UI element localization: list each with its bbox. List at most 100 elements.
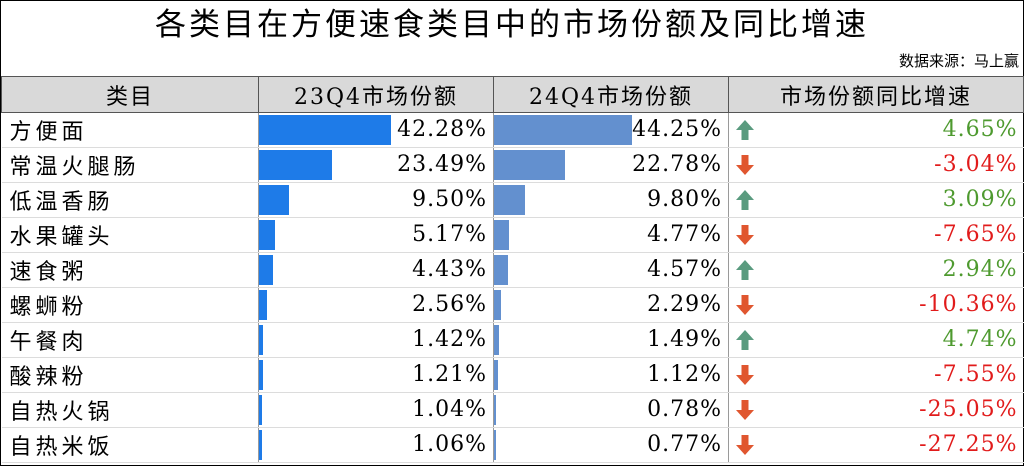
table-row: 方便面 42.28% 44.25% 4.65% <box>1 112 1024 148</box>
23q4-share-value: 5.17% <box>412 222 487 247</box>
23q4-share-bar <box>259 255 273 285</box>
yoy-growth-cell: -10.36% <box>728 287 1024 323</box>
23q4-share-value: 23.49% <box>397 152 487 177</box>
23q4-share-cell: 23.49% <box>258 147 494 183</box>
yoy-growth-value: -7.65% <box>934 222 1018 247</box>
23q4-share-bar <box>259 360 263 390</box>
yoy-growth-value: -25.05% <box>919 397 1018 422</box>
24q4-share-cell: 1.12% <box>493 357 729 393</box>
23q4-share-value: 1.21% <box>412 362 487 387</box>
24q4-share-value: 1.49% <box>647 327 722 352</box>
23q4-share-bar <box>259 115 391 145</box>
yoy-growth-cell: -7.65% <box>728 217 1024 253</box>
yoy-growth-value: -10.36% <box>919 292 1018 317</box>
24q4-share-cell: 1.49% <box>493 322 729 358</box>
yoy-growth-cell: 2.94% <box>728 252 1024 288</box>
23q4-share-value: 1.06% <box>412 432 487 457</box>
yoy-growth-value: 3.09% <box>942 187 1018 212</box>
yoy-growth-cell: 4.65% <box>728 112 1024 148</box>
24q4-share-cell: 44.25% <box>493 112 729 148</box>
24q4-share-bar <box>494 430 497 460</box>
yoy-growth-cell: -3.04% <box>728 147 1024 183</box>
23q4-share-bar <box>259 185 289 215</box>
24q4-share-value: 0.78% <box>647 397 722 422</box>
23q4-share-bar <box>259 290 267 320</box>
24q4-share-bar <box>494 360 498 390</box>
23q4-share-bar <box>259 220 276 250</box>
table-row: 常温火腿肠 23.49% 22.78% -3.04% <box>1 147 1024 183</box>
category-cell: 午餐肉 <box>1 322 259 358</box>
yoy-growth-cell: -27.25% <box>728 427 1024 463</box>
yoy-growth-value: 4.74% <box>942 327 1018 352</box>
24q4-share-bar <box>494 255 509 285</box>
yoy-growth-cell: -7.55% <box>728 357 1024 393</box>
24q4-share-bar <box>494 395 497 425</box>
24q4-share-cell: 4.77% <box>493 217 729 253</box>
page-title: 各类目在方便速食类目中的市场份额及同比增速 <box>155 7 869 43</box>
24q4-share-cell: 22.78% <box>493 147 729 183</box>
up-arrow-icon <box>736 190 754 210</box>
23q4-share-value: 42.28% <box>397 117 487 142</box>
23q4-share-cell: 1.21% <box>258 357 494 393</box>
table-body: 方便面 42.28% 44.25% 4.65% 常温火腿肠 23.49% 22.78% -3.… <box>1 112 1024 463</box>
24q4-share-value: 4.77% <box>647 222 722 247</box>
23q4-share-bar <box>259 430 263 460</box>
up-arrow-icon <box>736 120 754 140</box>
header-row: 类目 23Q4市场份额 24Q4市场份额 市场份额同比增速 <box>1 76 1024 113</box>
category-cell: 常温火腿肠 <box>1 147 259 183</box>
down-arrow-icon <box>736 295 754 315</box>
24q4-share-cell: 9.80% <box>493 182 729 218</box>
23q4-share-value: 1.04% <box>412 397 487 422</box>
23q4-share-value: 1.42% <box>412 327 487 352</box>
23q4-share-cell: 5.17% <box>258 217 494 253</box>
table-row: 自热米饭 1.06% 0.77% -27.25% <box>1 427 1024 463</box>
category-cell: 速食粥 <box>1 252 259 288</box>
23q4-share-cell: 1.04% <box>258 392 494 428</box>
header-23q4-share: 23Q4市场份额 <box>258 76 494 113</box>
down-arrow-icon <box>736 435 754 455</box>
header-category: 类目 <box>1 76 259 113</box>
table-row: 螺蛳粉 2.56% 2.29% -10.36% <box>1 287 1024 323</box>
24q4-share-bar <box>494 290 502 320</box>
23q4-share-cell: 42.28% <box>258 112 494 148</box>
24q4-share-cell: 0.77% <box>493 427 729 463</box>
table-row: 自热火锅 1.04% 0.78% -25.05% <box>1 392 1024 428</box>
category-cell: 方便面 <box>1 112 259 148</box>
down-arrow-icon <box>736 365 754 385</box>
23q4-share-cell: 1.42% <box>258 322 494 358</box>
24q4-share-cell: 0.78% <box>493 392 729 428</box>
24q4-share-bar <box>494 115 632 145</box>
table-row: 酸辣粉 1.21% 1.12% -7.55% <box>1 357 1024 393</box>
table-row: 水果罐头 5.17% 4.77% -7.65% <box>1 217 1024 253</box>
yoy-growth-value: -3.04% <box>934 152 1018 177</box>
23q4-share-cell: 4.43% <box>258 252 494 288</box>
market-share-table: 类目 23Q4市场份额 24Q4市场份额 市场份额同比增速 方便面 42.28% 4… <box>1 76 1024 463</box>
24q4-share-value: 9.80% <box>647 187 722 212</box>
yoy-growth-value: 4.65% <box>942 117 1018 142</box>
down-arrow-icon <box>736 225 754 245</box>
data-source-note: 数据来源：马上赢 <box>898 52 1019 70</box>
23q4-share-bar <box>259 395 263 425</box>
category-cell: 自热米饭 <box>1 427 259 463</box>
24q4-share-cell: 4.57% <box>493 252 729 288</box>
category-cell: 低温香肠 <box>1 182 259 218</box>
yoy-growth-cell: 3.09% <box>728 182 1024 218</box>
24q4-share-bar <box>494 150 565 180</box>
23q4-share-value: 2.56% <box>412 292 487 317</box>
23q4-share-bar <box>259 325 264 355</box>
23q4-share-cell: 1.06% <box>258 427 494 463</box>
category-cell: 自热火锅 <box>1 392 259 428</box>
down-arrow-icon <box>736 400 754 420</box>
24q4-share-value: 22.78% <box>632 152 722 177</box>
category-cell: 螺蛳粉 <box>1 287 259 323</box>
24q4-share-value: 1.12% <box>647 362 722 387</box>
23q4-share-cell: 9.50% <box>258 182 494 218</box>
23q4-share-bar <box>259 150 333 180</box>
24q4-share-bar <box>494 185 525 215</box>
24q4-share-value: 44.25% <box>632 117 722 142</box>
23q4-share-value: 9.50% <box>412 187 487 212</box>
category-cell: 酸辣粉 <box>1 357 259 393</box>
category-cell: 水果罐头 <box>1 217 259 253</box>
table-row: 午餐肉 1.42% 1.49% 4.74% <box>1 322 1024 358</box>
